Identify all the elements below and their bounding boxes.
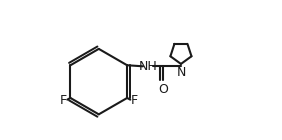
Text: N: N — [176, 66, 186, 80]
Text: F: F — [60, 94, 67, 107]
Text: NH: NH — [139, 60, 158, 73]
Text: O: O — [158, 83, 168, 96]
Text: F: F — [131, 94, 138, 107]
